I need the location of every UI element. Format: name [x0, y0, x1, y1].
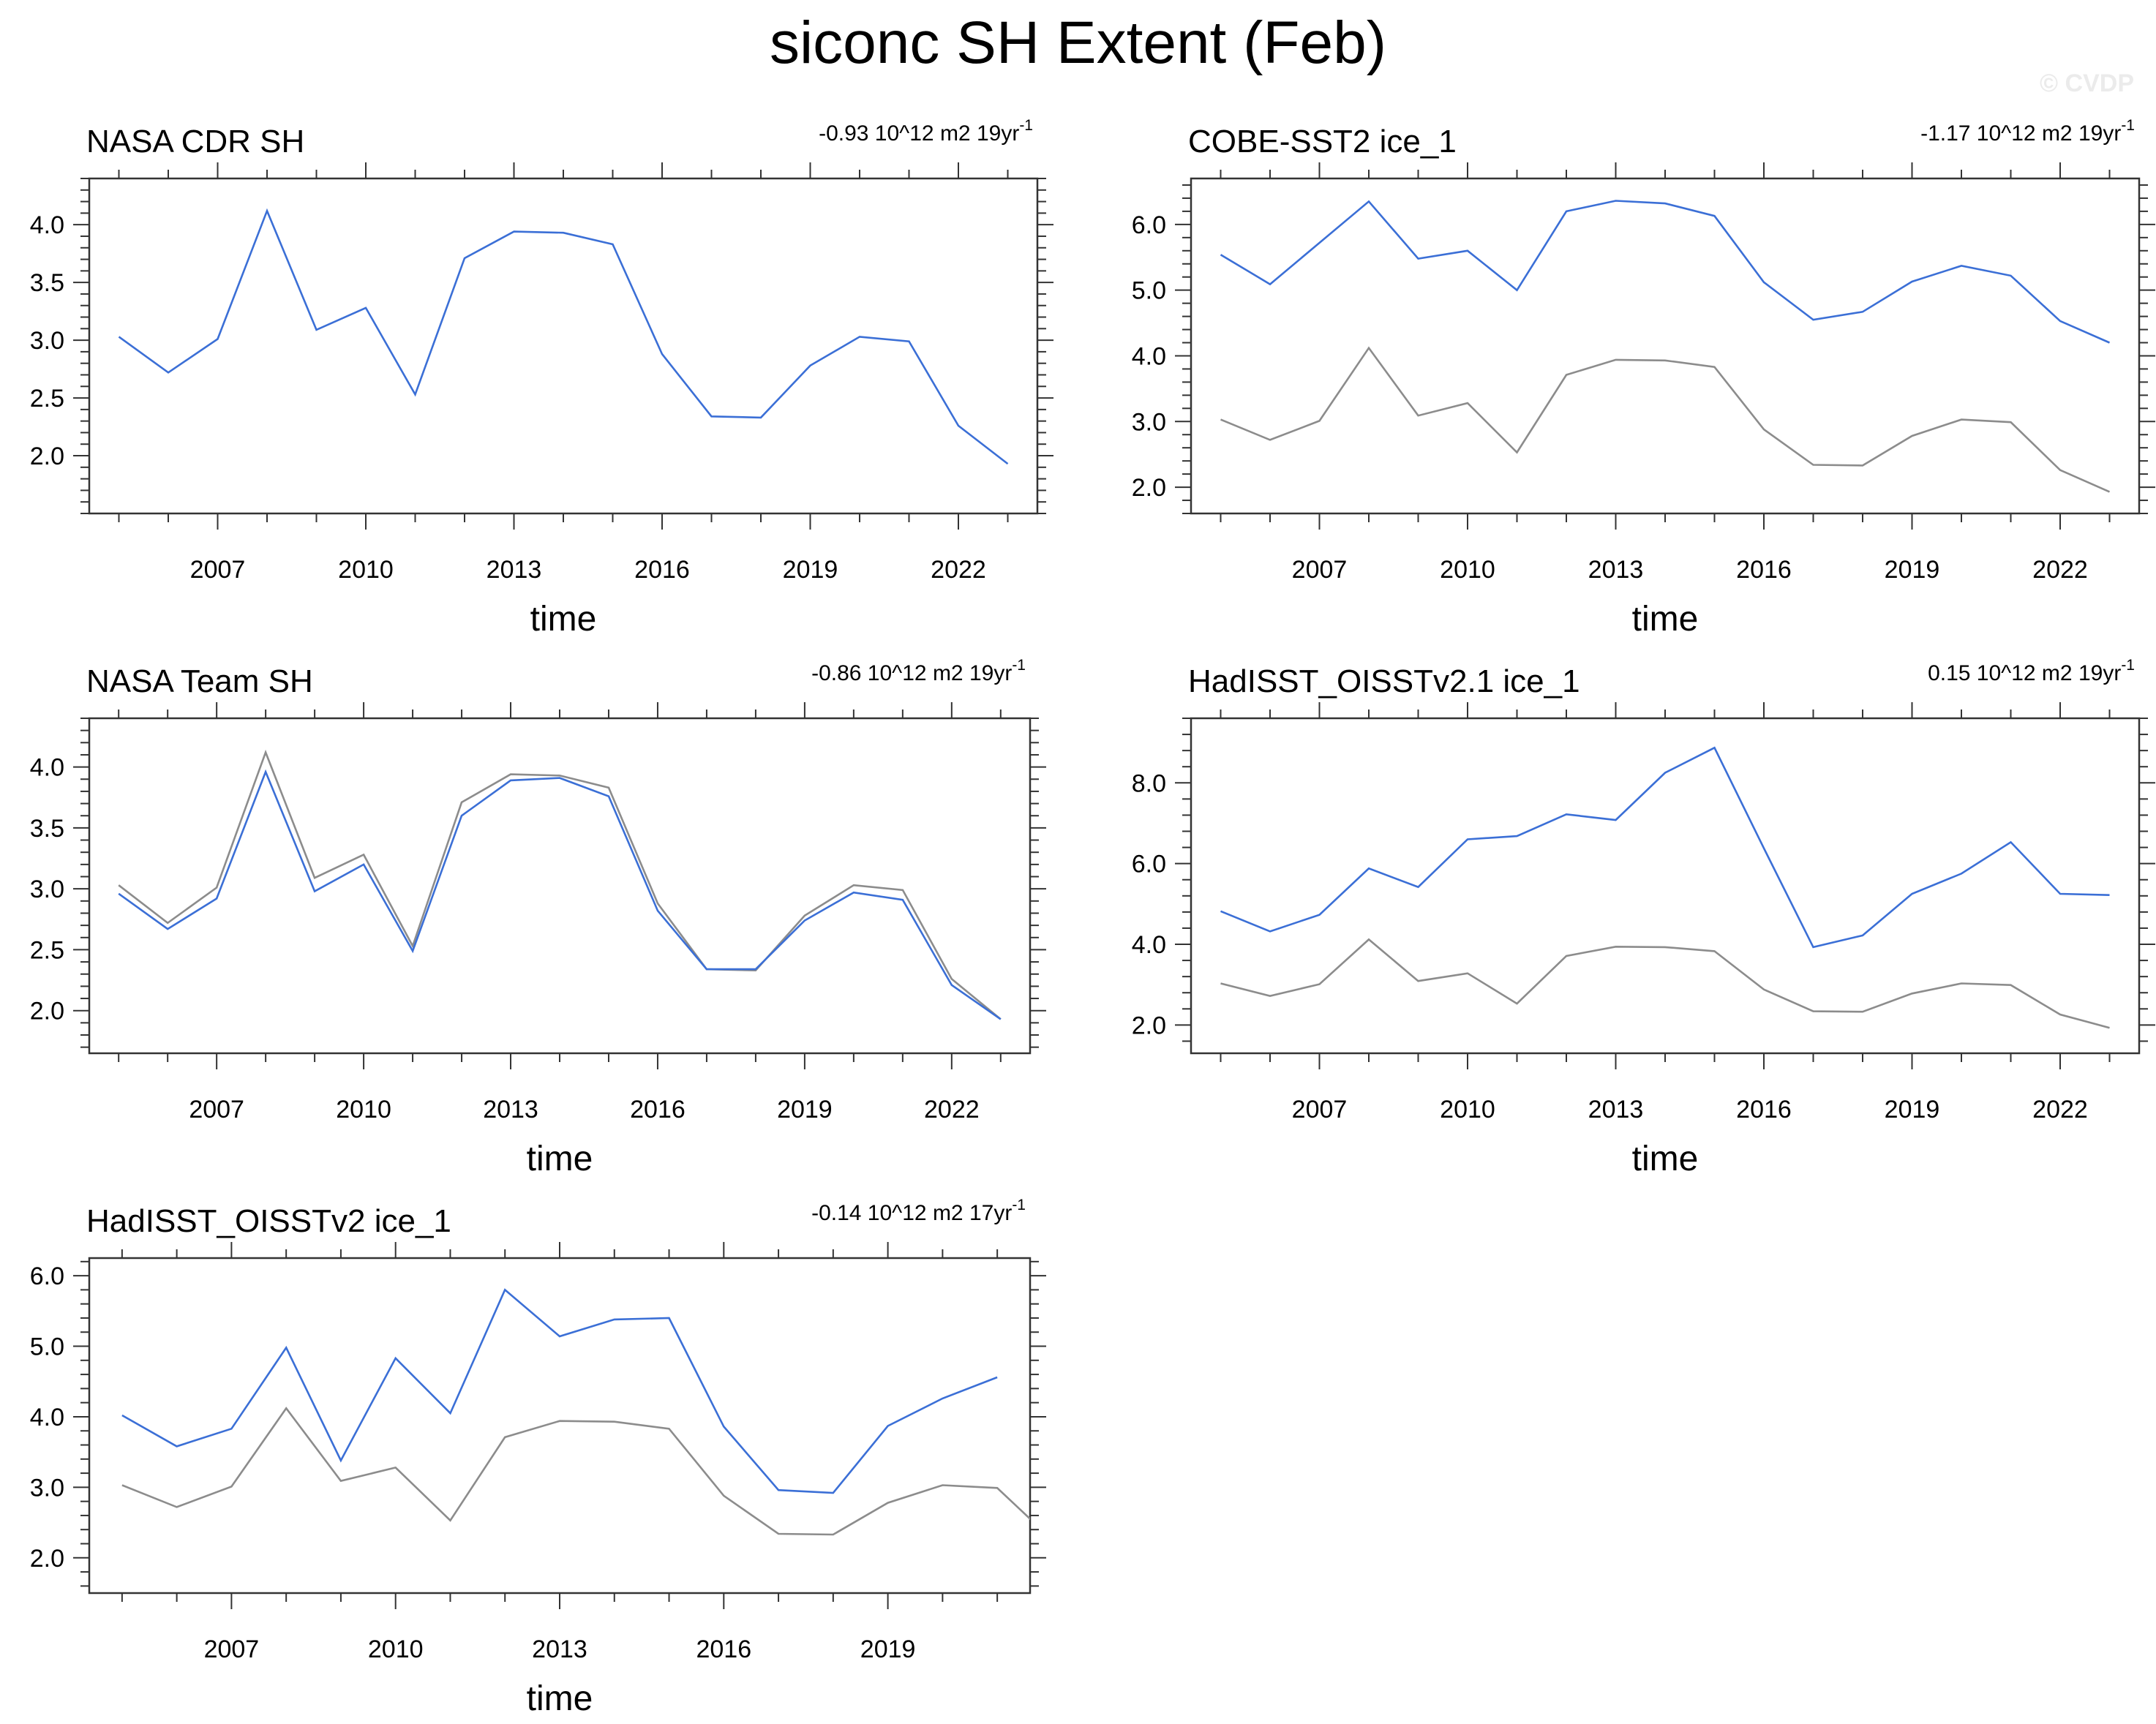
- x-tick-label: 2013: [1588, 556, 1644, 584]
- x-tick-label: 2007: [1292, 556, 1348, 584]
- panel-3: 2.0 2.5 3.0 3.5 4.0 2007 2010 2013 2016 2019 2022 t…: [30, 657, 1046, 1178]
- x-axis-label: time: [527, 1679, 593, 1718]
- y-tick-label: 4.0: [1132, 931, 1166, 959]
- x-tick-label: 2010: [1440, 556, 1495, 584]
- y-tick-label: 4.0: [30, 211, 64, 239]
- model-series-line: [1220, 200, 2111, 344]
- x-tick-label: 2016: [1736, 1096, 1792, 1123]
- panel-1: 2.0 2.5 3.0 3.5 4.0 2007 2010 2013 2016 2019 2022 t…: [30, 117, 1053, 639]
- y-tick-label: 3.0: [1132, 408, 1166, 436]
- plot-frame: [88, 177, 1039, 515]
- plot-frame: [88, 717, 1032, 1055]
- panel-title: HadISST_OISSTv2.1 ice_1: [1188, 663, 1580, 699]
- x-tick-label: 2007: [1292, 1096, 1348, 1123]
- watermark: © CVDP: [2040, 69, 2134, 97]
- trend-label: -0.14 10^12 m2 17yr-1: [811, 1197, 1026, 1225]
- panel-title: COBE-SST2 ice_1: [1188, 124, 1457, 159]
- x-tick-label: 2022: [2032, 1096, 2088, 1123]
- x-axis-label: time: [527, 1140, 593, 1178]
- obs-series-line: [1220, 938, 2110, 1029]
- model-series-line: [121, 1288, 998, 1494]
- x-tick-label: 2010: [338, 556, 394, 584]
- y-tick-label: 5.0: [1132, 277, 1166, 305]
- x-tick-label: 2016: [1736, 556, 1792, 584]
- obs-series-line: [121, 1407, 1030, 1536]
- x-tick-label: 2007: [204, 1635, 260, 1663]
- plot-frame: [1190, 177, 2141, 515]
- x-tick-label: 2013: [487, 556, 542, 584]
- model-series-line: [1220, 746, 2110, 949]
- panel-5: 2.0 3.0 4.0 5.0 6.0 2007 2010 2013 2016 2019 time H…: [30, 1197, 1046, 1718]
- x-tick-label: 2010: [368, 1635, 424, 1663]
- x-tick-label: 2013: [532, 1635, 587, 1663]
- x-tick-label: 2022: [2032, 556, 2088, 584]
- x-tick-label: 2019: [777, 1096, 833, 1123]
- y-tick-label: 6.0: [1132, 851, 1166, 878]
- x-axis-label: time: [1632, 1140, 1699, 1178]
- x-tick-label: 2022: [924, 1096, 980, 1123]
- obs-series-line: [1220, 346, 2111, 493]
- y-tick-label: 2.0: [30, 443, 64, 470]
- y-tick-label: 3.0: [30, 876, 64, 903]
- x-axis-label: time: [1632, 600, 1699, 639]
- y-tick-label: 3.0: [30, 1474, 64, 1502]
- y-tick-label: 2.0: [30, 998, 64, 1025]
- model-series-line: [118, 208, 1009, 465]
- figure-title: siconc SH Extent (Feb): [769, 10, 1387, 76]
- panel-title: HadISST_OISSTv2 ice_1: [86, 1203, 451, 1239]
- obs-series-line: [118, 749, 1002, 1020]
- trend-label: -0.93 10^12 m2 19yr-1: [819, 117, 1033, 146]
- y-tick-label: 2.0: [1132, 474, 1166, 502]
- x-tick-label: 2007: [190, 556, 246, 584]
- panel-title: NASA Team SH: [86, 663, 313, 699]
- y-tick-label: 3.0: [30, 327, 64, 355]
- panel-2: 2.0 3.0 4.0 5.0 6.0 2007 2010 2013 2016 2019 2022 t…: [1132, 117, 2155, 639]
- model-series-line: [118, 769, 1002, 1020]
- x-tick-label: 2019: [783, 556, 838, 584]
- y-tick-label: 2.0: [1132, 1012, 1166, 1039]
- y-tick-label: 2.5: [30, 936, 64, 964]
- x-axis-label: time: [530, 600, 597, 639]
- plot-frame: [88, 1257, 1032, 1595]
- x-tick-label: 2022: [931, 556, 986, 584]
- x-tick-label: 2016: [696, 1635, 751, 1663]
- x-tick-label: 2010: [336, 1096, 391, 1123]
- x-tick-label: 2019: [1885, 1096, 1940, 1123]
- x-tick-label: 2007: [189, 1096, 244, 1123]
- x-tick-label: 2013: [1588, 1096, 1644, 1123]
- y-tick-label: 6.0: [30, 1262, 64, 1290]
- trend-label: 0.15 10^12 m2 19yr-1: [1928, 657, 2135, 685]
- panel-title: NASA CDR SH: [86, 124, 304, 159]
- x-tick-label: 2019: [860, 1635, 916, 1663]
- y-tick-label: 4.0: [1132, 342, 1166, 370]
- y-tick-label: 5.0: [30, 1333, 64, 1361]
- y-tick-label: 3.5: [30, 815, 64, 843]
- x-tick-label: 2013: [483, 1096, 538, 1123]
- x-tick-label: 2016: [634, 556, 690, 584]
- y-tick-label: 4.0: [30, 754, 64, 782]
- y-tick-label: 8.0: [1132, 769, 1166, 797]
- y-tick-label: 6.0: [1132, 211, 1166, 239]
- y-tick-label: 4.0: [30, 1404, 64, 1431]
- trend-label: -0.86 10^12 m2 19yr-1: [811, 657, 1026, 685]
- panel-4: 2.0 4.0 6.0 8.0 2007 2010 2013 2016 2019 2022 time…: [1132, 657, 2155, 1178]
- trend-label: -1.17 10^12 m2 19yr-1: [1920, 117, 2135, 146]
- y-tick-label: 3.5: [30, 269, 64, 297]
- y-tick-label: 2.5: [30, 385, 64, 413]
- x-tick-label: 2019: [1885, 556, 1940, 584]
- x-tick-label: 2010: [1440, 1096, 1495, 1123]
- plot-frame: [1190, 717, 2141, 1055]
- y-tick-label: 2.0: [30, 1545, 64, 1573]
- x-tick-label: 2016: [630, 1096, 686, 1123]
